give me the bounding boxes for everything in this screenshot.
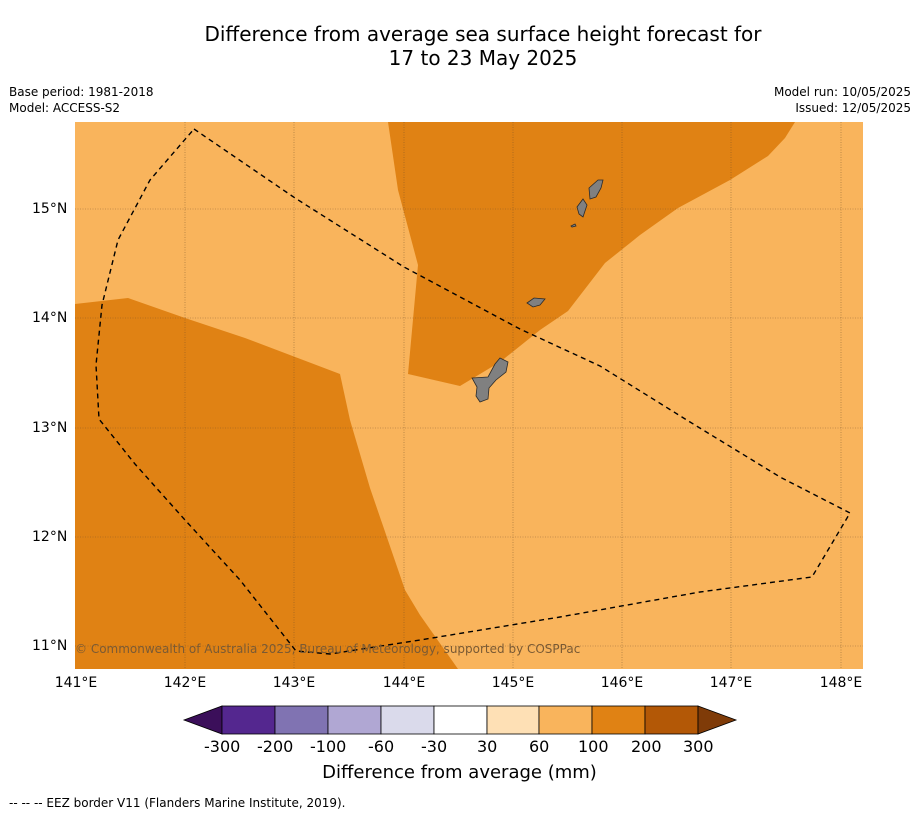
x-tick-label: 145°E bbox=[491, 675, 535, 691]
x-tick-label: 146°E bbox=[600, 675, 644, 691]
y-tick-label: 12°N bbox=[32, 529, 68, 545]
colorbar-tick-label: -300 bbox=[204, 737, 241, 756]
colorbar-bin-minus300-minus200 bbox=[221, 705, 276, 735]
y-tick-label: 14°N bbox=[32, 310, 68, 326]
land-masses bbox=[471, 179, 604, 403]
model-text: Model: ACCESS-S2 bbox=[9, 101, 121, 115]
colorbar-bin-100-200 bbox=[591, 705, 646, 735]
colorbar-tick-label: -100 bbox=[310, 737, 347, 756]
island-guam bbox=[471, 357, 509, 403]
graticule bbox=[75, 122, 863, 669]
colorbar-tick-label: 300 bbox=[683, 737, 714, 756]
colorbar-tick-label: -60 bbox=[368, 737, 395, 756]
meta-left: Base period: 1981-2018 Model: ACCESS-S2 bbox=[9, 84, 154, 116]
colorbar bbox=[182, 705, 738, 735]
colorbar-extend-high bbox=[697, 705, 738, 735]
x-tick-label: 147°E bbox=[709, 675, 753, 691]
x-tick-label: 148°E bbox=[819, 675, 863, 691]
map-title-line2: 17 to 23 May 2025 bbox=[388, 46, 578, 70]
map-title-line1: Difference from average sea surface heig… bbox=[204, 22, 762, 46]
colorbar-bin-30-60 bbox=[486, 705, 540, 735]
x-tick-label: 141°E bbox=[54, 675, 98, 691]
colorbar-tick-label: 30 bbox=[477, 737, 498, 756]
x-tick-label: 144°E bbox=[382, 675, 426, 691]
colorbar-bin-minus60-minus30 bbox=[380, 705, 435, 735]
colorbar-bin-minus100-minus60 bbox=[327, 705, 382, 735]
colorbar-bin-minus200-minus100 bbox=[274, 705, 329, 735]
x-tick-label: 142°E bbox=[163, 675, 207, 691]
y-tick-label: 11°N bbox=[32, 638, 68, 654]
meta-right: Model run: 10/05/2025 Issued: 12/05/2025 bbox=[774, 84, 911, 116]
y-tick-label: 13°N bbox=[32, 420, 68, 436]
y-tick-label: 15°N bbox=[32, 201, 68, 217]
eez-border bbox=[95, 128, 851, 655]
island-aguijan bbox=[570, 223, 577, 228]
colorbar-tick-label: 200 bbox=[631, 737, 662, 756]
eez-footnote: -- -- -- EEZ border V11 (Flanders Marine… bbox=[9, 796, 346, 810]
colorbar-tick-label: 100 bbox=[578, 737, 609, 756]
base-period-text: Base period: 1981-2018 bbox=[9, 85, 154, 99]
colorbar-tick-label: 60 bbox=[529, 737, 550, 756]
island-saipan bbox=[588, 179, 604, 200]
colorbar-extend-low bbox=[182, 705, 223, 735]
anomaly-band-100-200-west bbox=[75, 298, 458, 669]
copyright-text: © Commonwealth of Australia 2025, Bureau… bbox=[75, 642, 581, 656]
colorbar-bin-minus30-30 bbox=[433, 705, 488, 735]
colorbar-tick-label: -200 bbox=[257, 737, 294, 756]
anomaly-band-100-200-northeast bbox=[388, 122, 795, 386]
colorbar-bin-200-300 bbox=[644, 705, 699, 735]
island-tinian bbox=[576, 198, 588, 218]
issued-text: Issued: 12/05/2025 bbox=[795, 101, 911, 115]
island-rota bbox=[526, 297, 546, 308]
x-tick-label: 143°E bbox=[272, 675, 316, 691]
colorbar-title: Difference from average (mm) bbox=[322, 762, 597, 783]
colorbar-bin-60-100 bbox=[538, 705, 593, 735]
map-title: Difference from average sea surface heig… bbox=[0, 22, 919, 70]
colorbar-tick-label: -30 bbox=[421, 737, 448, 756]
model-run-text: Model run: 10/05/2025 bbox=[773, 85, 911, 99]
